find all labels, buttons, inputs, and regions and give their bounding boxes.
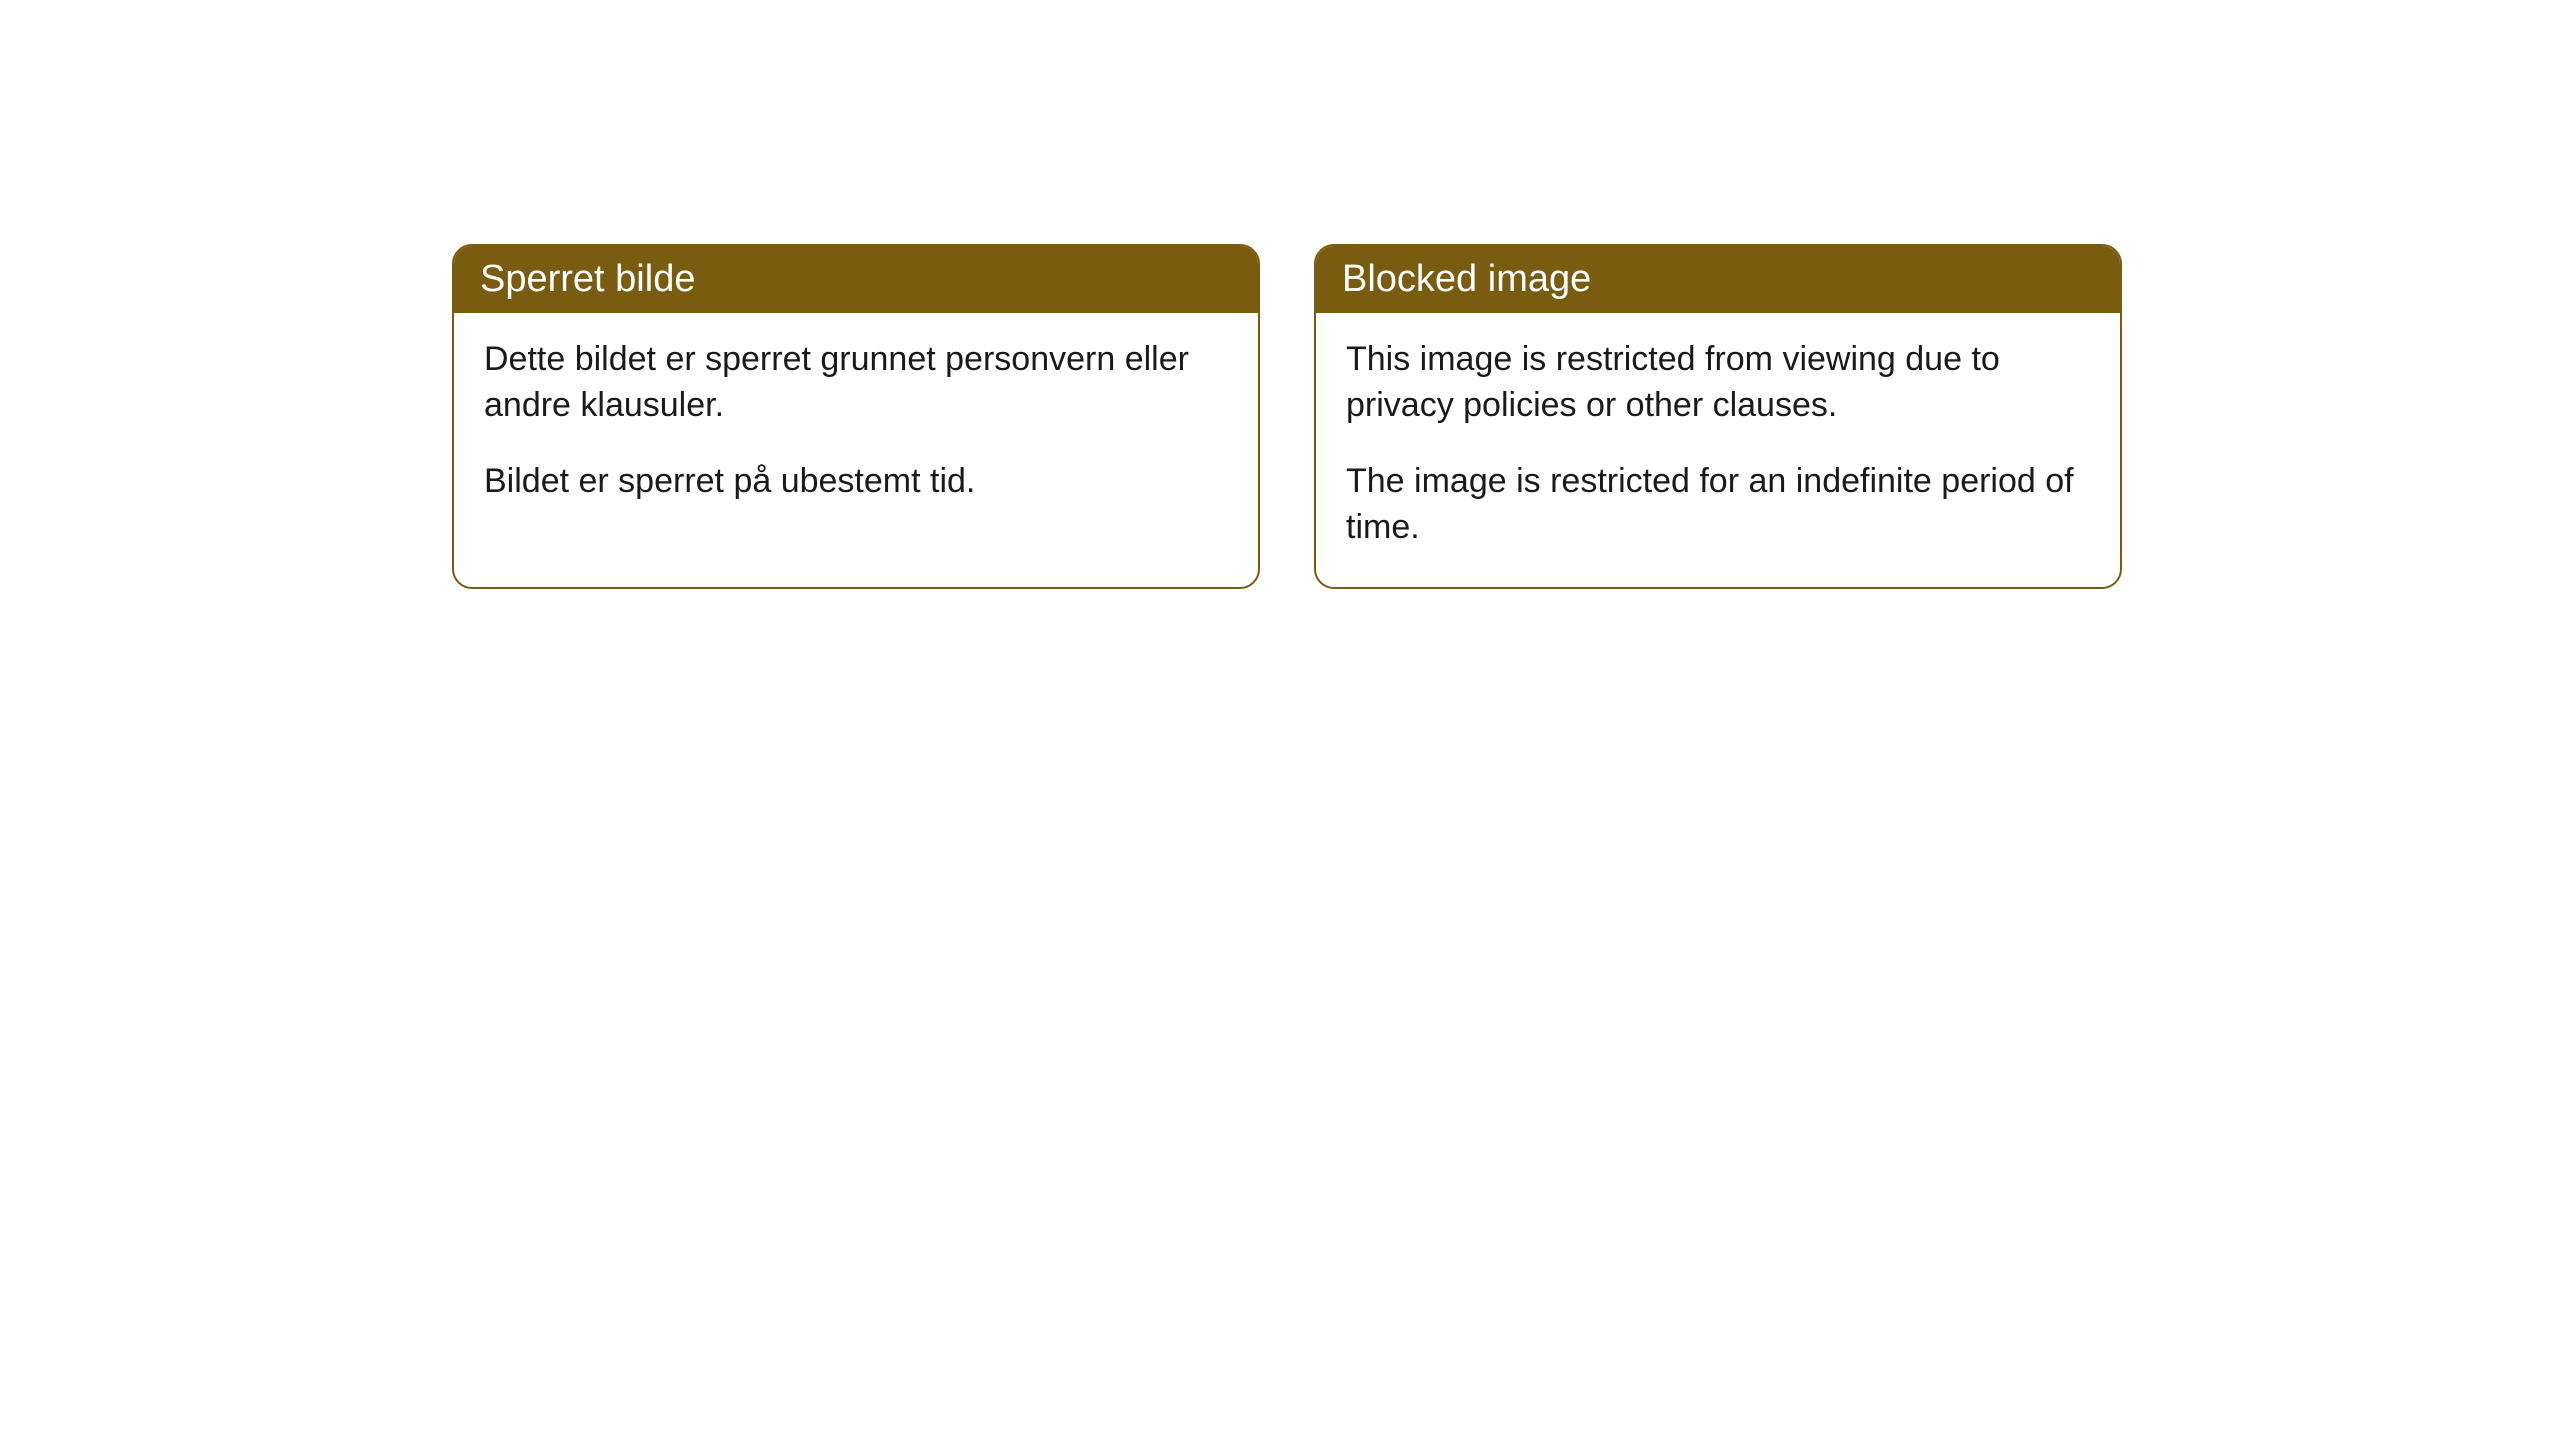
card-paragraph-1-no: Dette bildet er sperret grunnet personve… — [484, 337, 1228, 429]
card-title-no: Sperret bilde — [480, 258, 695, 300]
blocked-image-card-en: Blocked image This image is restricted f… — [1314, 244, 2122, 589]
card-header-no: Sperret bilde — [454, 246, 1258, 313]
card-paragraph-1-en: This image is restricted from viewing du… — [1346, 337, 2090, 429]
card-paragraph-2-en: The image is restricted for an indefinit… — [1346, 459, 2090, 551]
card-body-en: This image is restricted from viewing du… — [1316, 313, 2120, 587]
card-header-en: Blocked image — [1316, 246, 2120, 313]
card-title-en: Blocked image — [1342, 258, 1591, 300]
card-body-no: Dette bildet er sperret grunnet personve… — [454, 313, 1258, 541]
blocked-image-card-no: Sperret bilde Dette bildet er sperret gr… — [452, 244, 1260, 589]
card-paragraph-2-no: Bildet er sperret på ubestemt tid. — [484, 459, 1228, 505]
notice-container: Sperret bilde Dette bildet er sperret gr… — [0, 0, 2560, 589]
